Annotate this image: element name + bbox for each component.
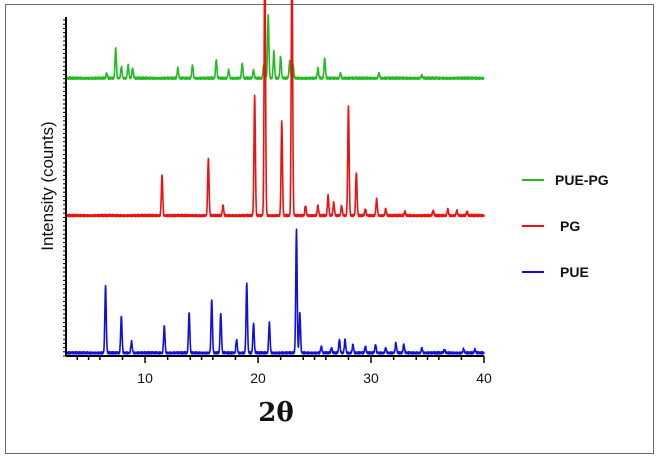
legend-label: PG xyxy=(560,218,580,234)
x-axis-ticks: 10 20 30 40 xyxy=(76,356,492,386)
series-line-pue-pg xyxy=(65,13,485,81)
x-tick-label: 40 xyxy=(476,370,492,386)
legend-label: PUE xyxy=(560,264,589,280)
x-tick-label: 20 xyxy=(250,370,266,386)
y-axis-ticks xyxy=(63,19,66,357)
figure-frame xyxy=(5,4,654,454)
legend: PUE-PG PG PUE xyxy=(522,172,609,280)
legend-label: PUE-PG xyxy=(555,172,609,188)
x-tick-label: 10 xyxy=(137,370,153,386)
series-layer xyxy=(65,0,485,355)
y-axis-label: Intensity (counts) xyxy=(38,121,57,250)
x-axis-label: 2θ xyxy=(258,398,293,428)
x-tick-label: 30 xyxy=(363,370,379,386)
series-line-pue xyxy=(65,228,485,355)
series-line-pg xyxy=(65,0,485,218)
